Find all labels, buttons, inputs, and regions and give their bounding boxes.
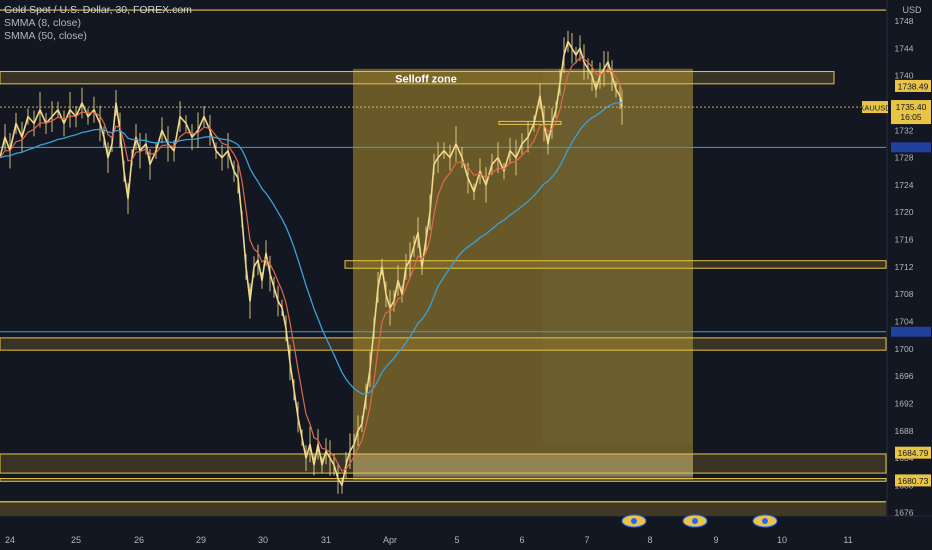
smma50-series — [0, 101, 623, 395]
zone-1 — [344, 260, 887, 269]
price-axis: USD1748174417401736173217281724172017161… — [859, 0, 932, 518]
time-tick-label: 5 — [454, 535, 459, 545]
price-tick-label: 1692 — [895, 398, 914, 408]
price-tick-label: 1732 — [895, 125, 914, 135]
zone-3 — [0, 453, 887, 474]
price-tick-label: 1700 — [895, 344, 914, 354]
zone-layer — [0, 68, 887, 516]
price-tick-label: 1724 — [895, 180, 914, 190]
time-tick-label: 7 — [584, 535, 589, 545]
event-badge-icon — [692, 518, 698, 524]
time-tick-label: 11 — [843, 535, 852, 545]
time-tick-label: 24 — [5, 535, 15, 545]
time-tick-label: 30 — [258, 535, 268, 545]
grey-box — [353, 453, 693, 480]
price-layer — [0, 30, 623, 494]
time-tick-label: 31 — [321, 535, 331, 545]
zone-2 — [0, 337, 887, 351]
price-tick-label: 1744 — [895, 43, 914, 53]
zone-4 — [0, 478, 887, 482]
currency-label: USD — [902, 5, 922, 15]
projection-box-right — [543, 68, 693, 445]
time-tick-label: Apr — [383, 535, 397, 545]
price-tick-label: 1720 — [895, 207, 914, 217]
level-label-bg — [895, 79, 931, 92]
time-tick-label: 9 — [713, 535, 718, 545]
time-tick-label: 26 — [134, 535, 144, 545]
price-tick-label: 1740 — [895, 71, 914, 81]
countdown-label: 16:05 — [900, 112, 922, 122]
level-label-bg — [895, 446, 931, 459]
selloff-zone-label: Selloff zone — [395, 73, 457, 85]
mini-zone — [498, 120, 562, 125]
price-tag-bg — [891, 100, 931, 125]
time-axis: 24 25 26 29 30 31 Apr 5 6 7 8 9 10 11 — [0, 515, 932, 550]
smma8-label: SMMA (8, close) — [4, 17, 82, 29]
level-label: 1684.79 — [898, 448, 929, 458]
zone-0 — [0, 71, 835, 85]
symbol-title: Gold Spot / U.S. Dollar, 30, FOREX.com — [4, 4, 192, 16]
event-badge-icon — [631, 518, 637, 524]
bottom-band — [0, 501, 886, 516]
chart-legend: Gold Spot / U.S. Dollar, 30, FOREX.com S… — [4, 4, 192, 43]
time-tick-label: 8 — [647, 535, 652, 545]
event-badges — [621, 514, 778, 528]
price-tick-label: 1676 — [895, 508, 914, 518]
symbol-tag: XAUUSD — [859, 104, 891, 113]
price-tick-label: 1748 — [895, 16, 914, 26]
price-tick-label: 1716 — [895, 235, 914, 245]
price-tick-label: 1688 — [895, 426, 914, 436]
smma50-label: SMMA (50, close) — [4, 30, 87, 42]
level-label-bg — [895, 474, 931, 487]
smma8-series — [0, 56, 623, 472]
symbol-tag-bg — [862, 101, 888, 114]
price-tick-label: 1708 — [895, 289, 914, 299]
blue-level-marker — [891, 142, 931, 153]
time-tick-label: 25 — [71, 535, 81, 545]
current-price-label: 1735.40 — [896, 102, 927, 112]
price-tick-label: 1704 — [895, 316, 914, 326]
level-label: 1738.49 — [898, 81, 929, 91]
event-badge-icon — [762, 518, 768, 524]
price-tick-label: 1712 — [895, 262, 914, 272]
time-tick-label: 10 — [777, 535, 787, 545]
time-tick-label: 6 — [519, 535, 524, 545]
price-tick-label: 1696 — [895, 371, 914, 381]
time-tick-label: 29 — [196, 535, 206, 545]
level-layer: Selloff zone — [0, 9, 886, 503]
blue-level-marker — [891, 326, 931, 337]
level-label: 1680.73 — [898, 476, 929, 486]
price-tick-label: 1728 — [895, 153, 914, 163]
